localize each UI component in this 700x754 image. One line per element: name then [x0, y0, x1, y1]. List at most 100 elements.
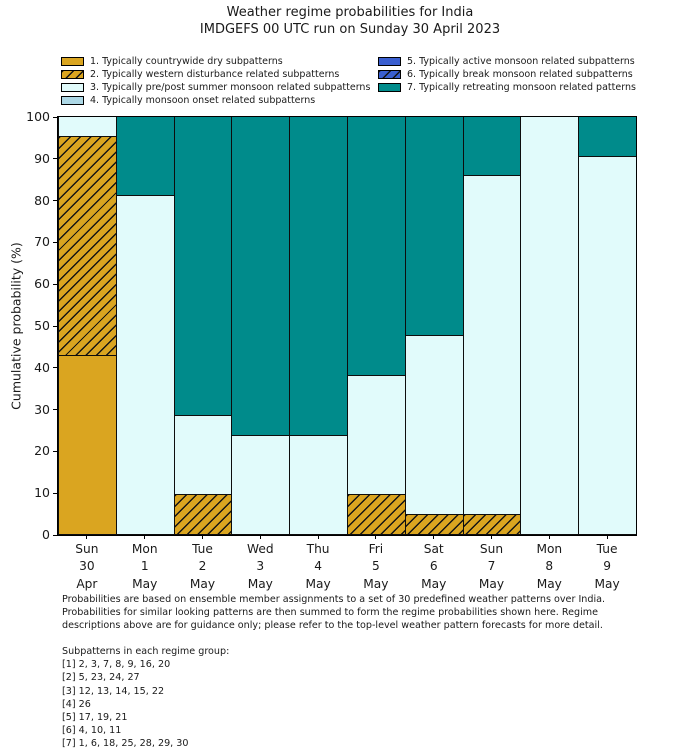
legend-label: 1. Typically countrywide dry subpatterns — [90, 56, 283, 67]
bar-segment — [58, 354, 117, 535]
bar-segment — [58, 135, 117, 356]
legend-column-right: 5. Typically active monsoon related subp… — [378, 55, 636, 94]
bar-segment — [462, 513, 522, 535]
subpatterns-line: [1] 2, 3, 7, 8, 9, 16, 20 — [62, 659, 171, 671]
x-tick-mark — [144, 535, 146, 539]
legend-item: 3. Typically pre/post summer monsoon rel… — [61, 81, 370, 94]
x-tick-mark — [375, 535, 377, 539]
x-tick-label-line: May — [478, 576, 505, 591]
x-tick-mark — [433, 535, 435, 539]
legend-item: 6. Typically break monsoon related subpa… — [378, 68, 636, 81]
x-tick-label-line: Thu — [306, 542, 330, 556]
subpatterns-block: Subpatterns in each regime group: [1] 2,… — [62, 645, 229, 751]
x-tick-label-line: Mon — [536, 542, 563, 556]
x-tick-label-line: 8 — [545, 559, 554, 574]
bar-segment — [58, 116, 117, 137]
bar-segment — [173, 116, 233, 416]
x-tick-label-line: Wed — [247, 542, 274, 556]
x-tick-label-line: Mon — [131, 542, 158, 556]
x-tick-label-line: May — [247, 576, 273, 591]
chart-subtitle: IMDGEFS 00 UTC run on Sunday 30 April 20… — [199, 21, 501, 37]
bar-segment — [289, 434, 348, 535]
subpatterns-line: [5] 17, 19, 21 — [62, 712, 128, 724]
legend-swatch-icon — [378, 70, 401, 79]
x-tick-mark — [548, 535, 550, 539]
legend-label: 2. Typically western disturbance related… — [90, 69, 340, 80]
x-tick-label-line: May — [305, 576, 331, 591]
footnote-line: Probabilities are based on ensemble memb… — [62, 594, 606, 605]
x-tick-mark — [491, 535, 492, 539]
legend-item: 7. Typically retreating monsoon related … — [378, 81, 636, 94]
y-tick-mark — [53, 450, 57, 452]
subpatterns-line: [7] 1, 6, 18, 25, 28, 29, 30 — [62, 738, 189, 750]
x-tick-mark — [86, 535, 88, 539]
bar-segment — [347, 116, 406, 376]
x-tick-mark — [606, 535, 608, 539]
y-tick-mark — [53, 241, 57, 243]
x-tick-label-line: Sat — [423, 542, 444, 556]
x-tick-label-line: May — [132, 576, 158, 591]
x-tick-label-line: 6 — [429, 559, 438, 574]
bar-segment — [115, 116, 175, 197]
y-tick-mark — [53, 409, 57, 411]
bar-segment — [404, 513, 464, 535]
y-tick-label: 20 — [34, 443, 50, 459]
x-tick-label-line: Sun — [479, 542, 504, 556]
y-tick-label: 90 — [34, 150, 50, 166]
x-tick-label: Wed 3 May — [231, 541, 289, 593]
x-tick-label-line: May — [363, 576, 389, 591]
y-tick-label: 10 — [34, 485, 50, 501]
legend-label: 4. Typically monsoon onset related subpa… — [90, 95, 316, 106]
x-tick-label: Fri 5 May — [347, 541, 405, 593]
y-tick-mark — [53, 492, 57, 494]
chart-title: Weather regime probabilities for India — [226, 5, 474, 20]
subpatterns-line: [3] 12, 13, 14, 15, 22 — [62, 685, 165, 697]
x-tick-label-line: May — [594, 576, 620, 591]
x-tick-label: Mon 8 May — [520, 541, 578, 593]
legend-label: 3. Typically pre/post summer monsoon rel… — [90, 82, 371, 93]
legend-swatch-icon — [61, 96, 84, 105]
x-tick-label-line: 2 — [198, 559, 207, 574]
bar-segment — [231, 116, 291, 436]
y-tick-mark — [53, 283, 57, 285]
legend-column-left: 1. Typically countrywide dry subpatterns… — [61, 55, 370, 107]
subpatterns-line: [2] 5, 23, 24, 27 — [62, 672, 140, 684]
bar-segment — [347, 374, 406, 496]
x-tick-label-line: 3 — [256, 559, 265, 574]
x-tick-label-line: Fri — [368, 542, 384, 556]
legend-item: 5. Typically active monsoon related subp… — [378, 55, 636, 68]
subpatterns-line: [4] 26 — [62, 698, 91, 710]
legend-item: 2. Typically western disturbance related… — [61, 68, 370, 81]
x-tick-label-line: Sun — [75, 542, 99, 556]
footnote-line: descriptions above are for guidance only… — [62, 620, 603, 632]
y-tick-mark — [53, 325, 57, 327]
bar-segment — [520, 116, 580, 535]
x-tick-mark — [317, 535, 319, 539]
legend-item: 1. Typically countrywide dry subpatterns — [61, 55, 370, 68]
bar-segment — [173, 414, 233, 496]
x-tick-label-line: May — [536, 576, 562, 591]
x-tick-label-line: 9 — [603, 559, 611, 574]
x-tick-label-line: 5 — [372, 559, 380, 574]
x-tick-label: Mon 1 May — [116, 541, 174, 593]
x-tick-label: Sun 30 Apr — [58, 541, 116, 593]
x-tick-label-line: 4 — [314, 559, 322, 574]
x-tick-label-line: May — [189, 576, 216, 591]
legend-item: 4. Typically monsoon onset related subpa… — [61, 94, 370, 107]
y-tick-mark — [53, 200, 57, 202]
footnote: Probabilities are based on ensemble memb… — [62, 593, 605, 633]
legend-label: 6. Typically break monsoon related subpa… — [407, 69, 633, 80]
legend-swatch-icon — [61, 70, 84, 79]
plot-area: 0 10 20 30 40 50 60 70 80 90 100 Sun 30 Apr Mon 1 May Tue… — [26, 109, 637, 591]
bar-segment — [404, 334, 464, 515]
legend-swatch-icon — [61, 83, 84, 92]
legend-label: 7. Typically retreating monsoon related … — [407, 82, 636, 93]
bar-segment — [462, 116, 522, 177]
legend-swatch-icon — [378, 57, 401, 66]
legend-swatch-icon — [61, 57, 84, 66]
x-tick-label: Tue 9 May — [578, 541, 636, 593]
y-tick-label: 50 — [34, 318, 50, 333]
subpatterns-heading: Subpatterns in each regime group: — [62, 646, 230, 657]
x-tick-label-line: May — [421, 576, 447, 591]
